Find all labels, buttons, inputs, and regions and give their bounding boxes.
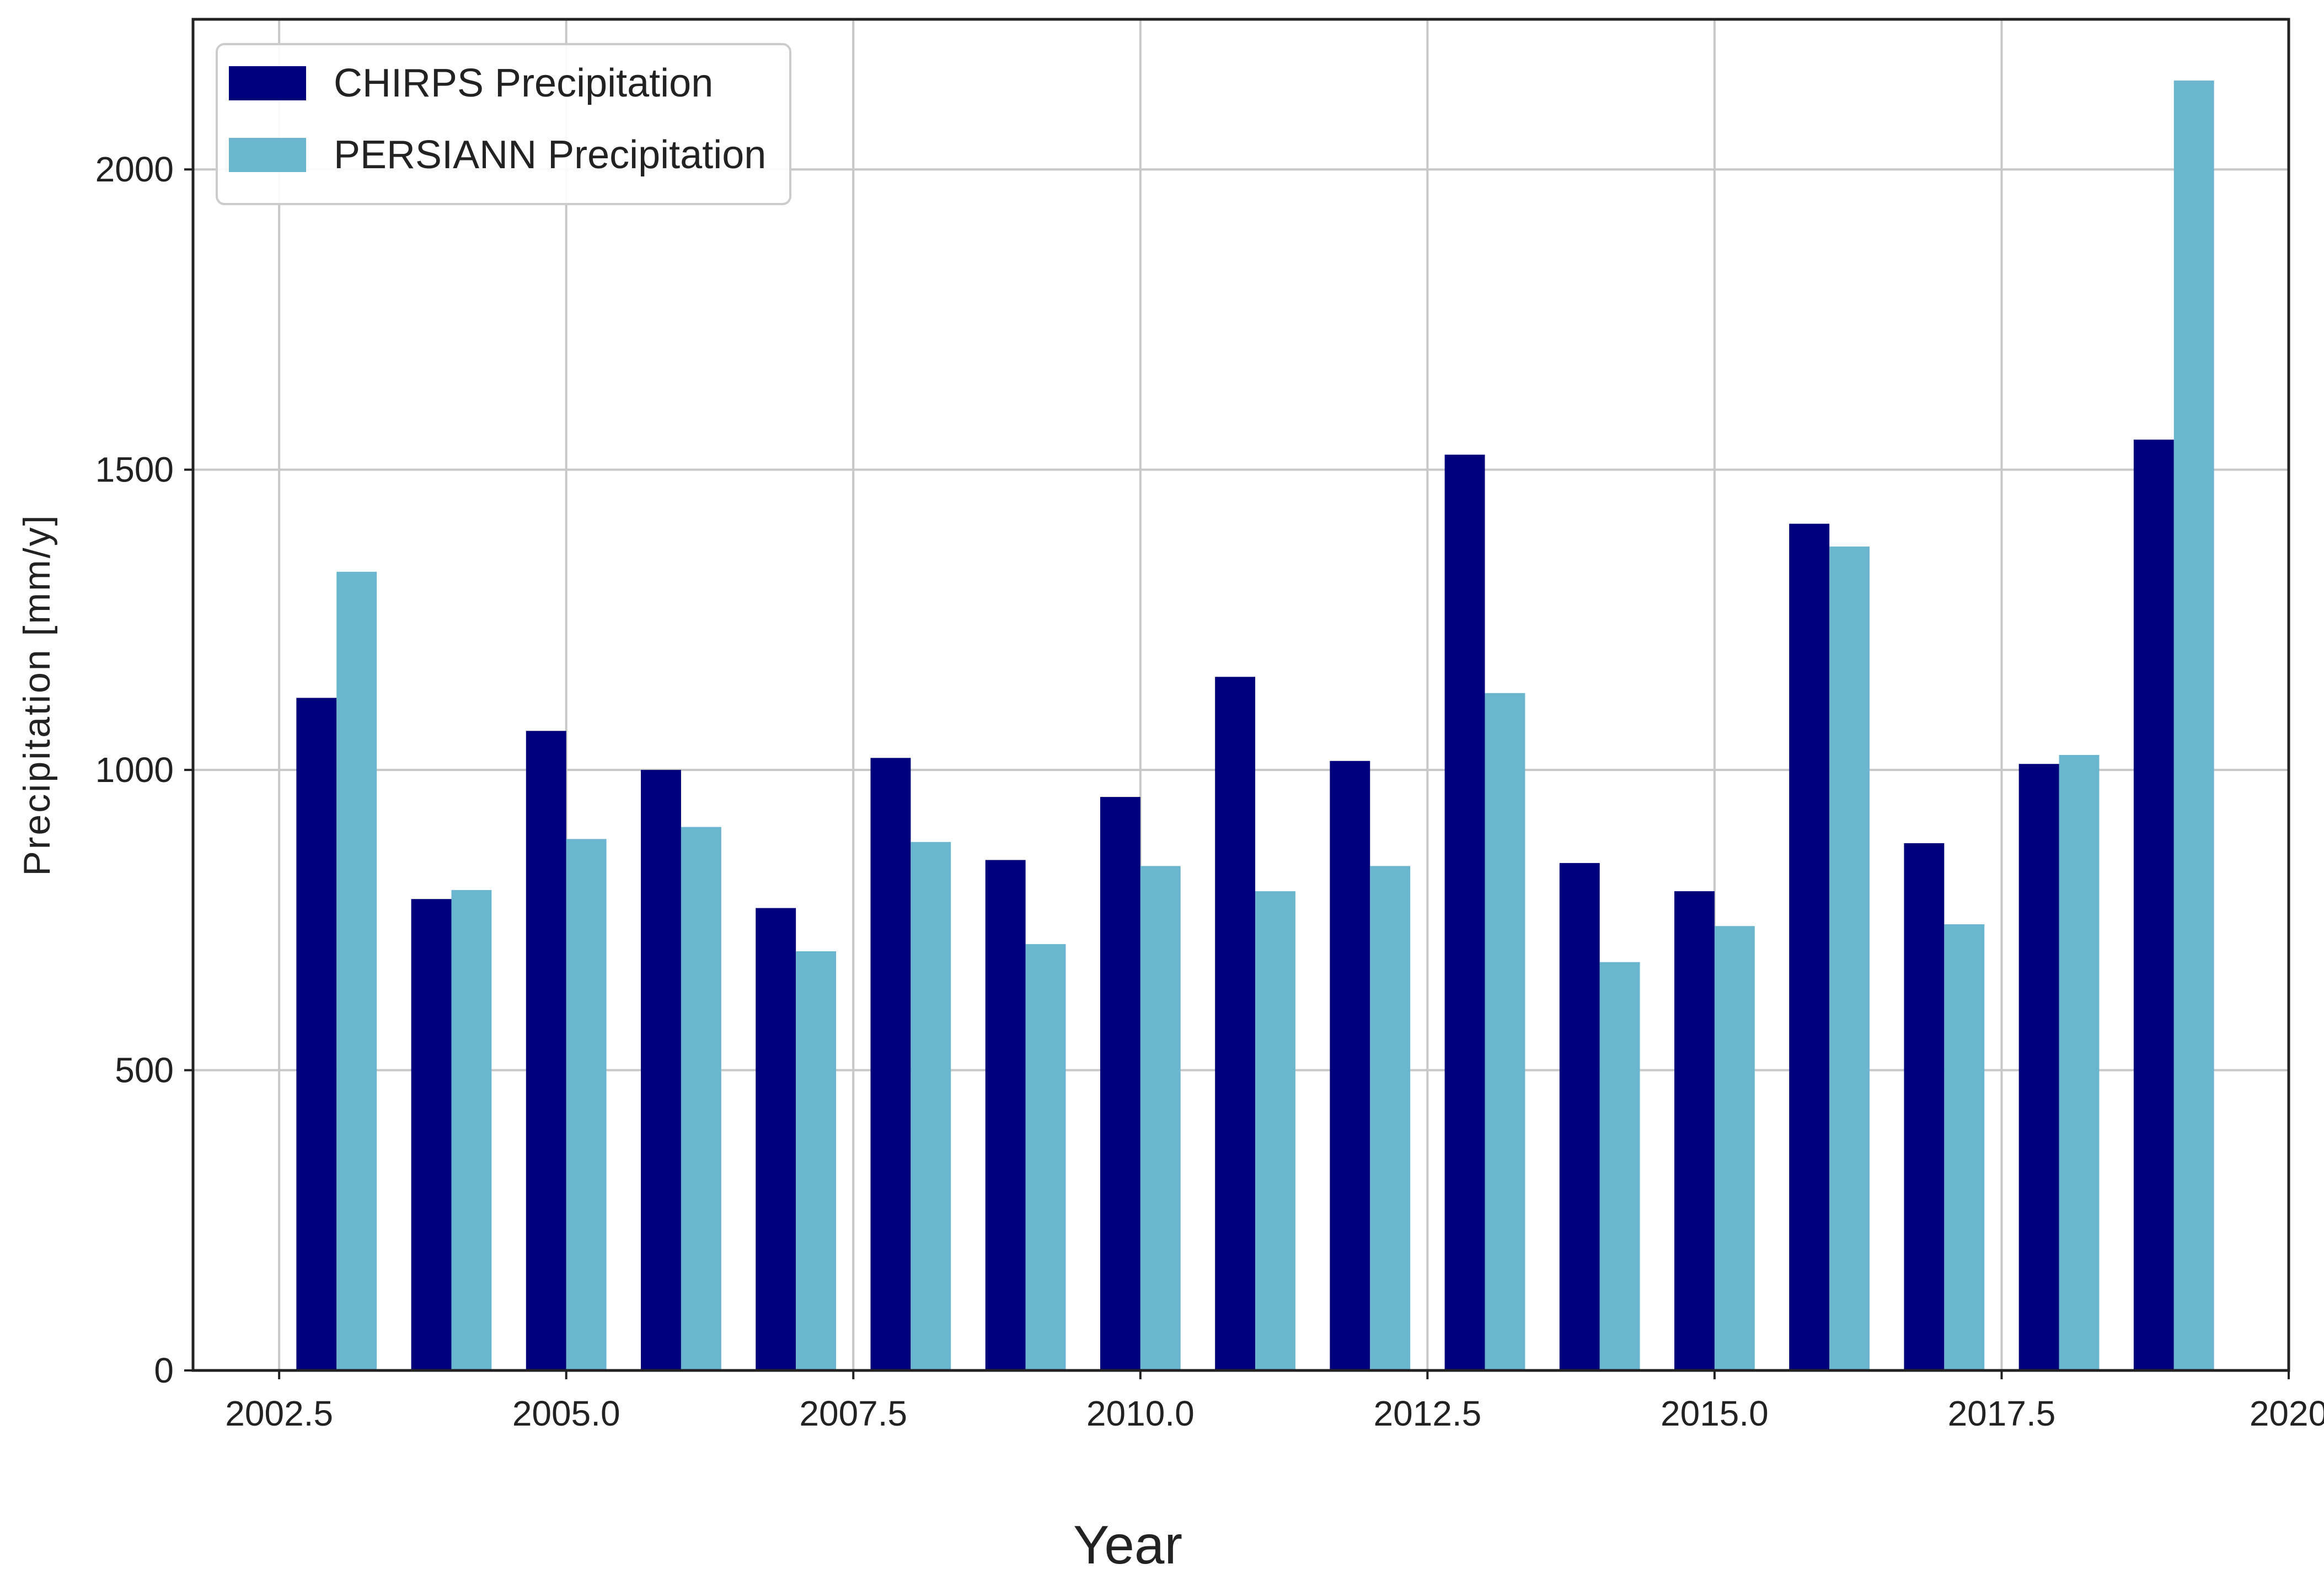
bar-persiann-2018 xyxy=(2059,754,2100,1370)
x-tick-label: 2017.5 xyxy=(1948,1394,2056,1433)
bar-persiann-2007 xyxy=(796,951,837,1370)
y-tick-label: 0 xyxy=(154,1351,174,1390)
bar-chirps-2017 xyxy=(1904,843,1945,1370)
bar-chirps-2009 xyxy=(985,860,1026,1370)
bar-chirps-2007 xyxy=(756,908,796,1370)
bar-chirps-2015 xyxy=(1674,891,1715,1370)
bars xyxy=(296,81,2214,1371)
bar-persiann-2010 xyxy=(1140,866,1181,1370)
bar-persiann-2014 xyxy=(1599,962,1640,1370)
x-tick-label: 2012.5 xyxy=(1373,1394,1481,1433)
x-axis: 2002.5 2005.0 2007.5 2010.0 2012.5 2015.0 2017… xyxy=(225,1370,2324,1433)
x-tick-label: 2007.5 xyxy=(799,1394,907,1433)
bar-chirps-2016 xyxy=(1789,523,1830,1370)
y-axis-title: Precipitation [mm/y] xyxy=(16,513,58,876)
bar-persiann-2006 xyxy=(681,827,721,1370)
legend-swatch-persiann xyxy=(229,138,306,172)
bar-persiann-2015 xyxy=(1714,926,1755,1370)
x-tick-label: 2010.0 xyxy=(1086,1394,1195,1433)
legend-swatch-chirps xyxy=(229,66,306,100)
bar-persiann-2009 xyxy=(1025,944,1066,1370)
x-axis-title: Year xyxy=(1073,1514,1182,1575)
bar-chirps-2019 xyxy=(2133,440,2174,1371)
bar-persiann-2003 xyxy=(336,571,377,1370)
bar-persiann-2017 xyxy=(1944,924,1985,1370)
y-tick-label: 1500 xyxy=(95,450,174,490)
bar-persiann-2005 xyxy=(566,839,607,1370)
bar-chirps-2010 xyxy=(1100,797,1140,1370)
bar-persiann-2019 xyxy=(2173,81,2214,1371)
y-tick-label: 2000 xyxy=(95,149,174,189)
plot-frame xyxy=(191,18,2290,1372)
x-tick-label: 2020 xyxy=(2250,1394,2324,1433)
bar-chirps-2012 xyxy=(1330,760,1370,1370)
y-tick-label: 500 xyxy=(115,1051,174,1090)
legend-label-persiann: PERSIANN Precipitation xyxy=(334,133,766,177)
x-tick-label: 2005.0 xyxy=(512,1394,620,1433)
bar-persiann-2016 xyxy=(1829,547,1870,1370)
bar-chirps-2013 xyxy=(1444,454,1485,1370)
legend-label-chirps: CHIRPS Precipitation xyxy=(334,61,713,105)
bar-persiann-2012 xyxy=(1370,866,1411,1370)
bar-persiann-2013 xyxy=(1485,693,1525,1370)
bar-chirps-2014 xyxy=(1559,863,1600,1370)
legend-frame xyxy=(216,43,791,205)
x-tick-label: 2015.0 xyxy=(1661,1394,1769,1433)
bar-persiann-2008 xyxy=(911,842,951,1370)
bar-chirps-2005 xyxy=(526,731,566,1370)
bar-persiann-2004 xyxy=(451,890,492,1370)
y-axis: 0 500 1000 1500 2000 xyxy=(95,149,193,1390)
bar-chirps-2011 xyxy=(1215,677,1256,1370)
bar-persiann-2011 xyxy=(1255,891,1295,1370)
bar-chirps-2003 xyxy=(296,698,337,1370)
x-tick-label: 2002.5 xyxy=(225,1394,333,1433)
legend: CHIRPS Precipitation PERSIANN Precipitati… xyxy=(216,43,791,205)
bar-chirps-2018 xyxy=(2018,764,2059,1370)
bar-chirps-2004 xyxy=(411,899,452,1370)
bar-chirps-2008 xyxy=(870,758,911,1370)
y-tick-label: 1000 xyxy=(95,750,174,790)
bar-chirps-2006 xyxy=(641,770,681,1370)
